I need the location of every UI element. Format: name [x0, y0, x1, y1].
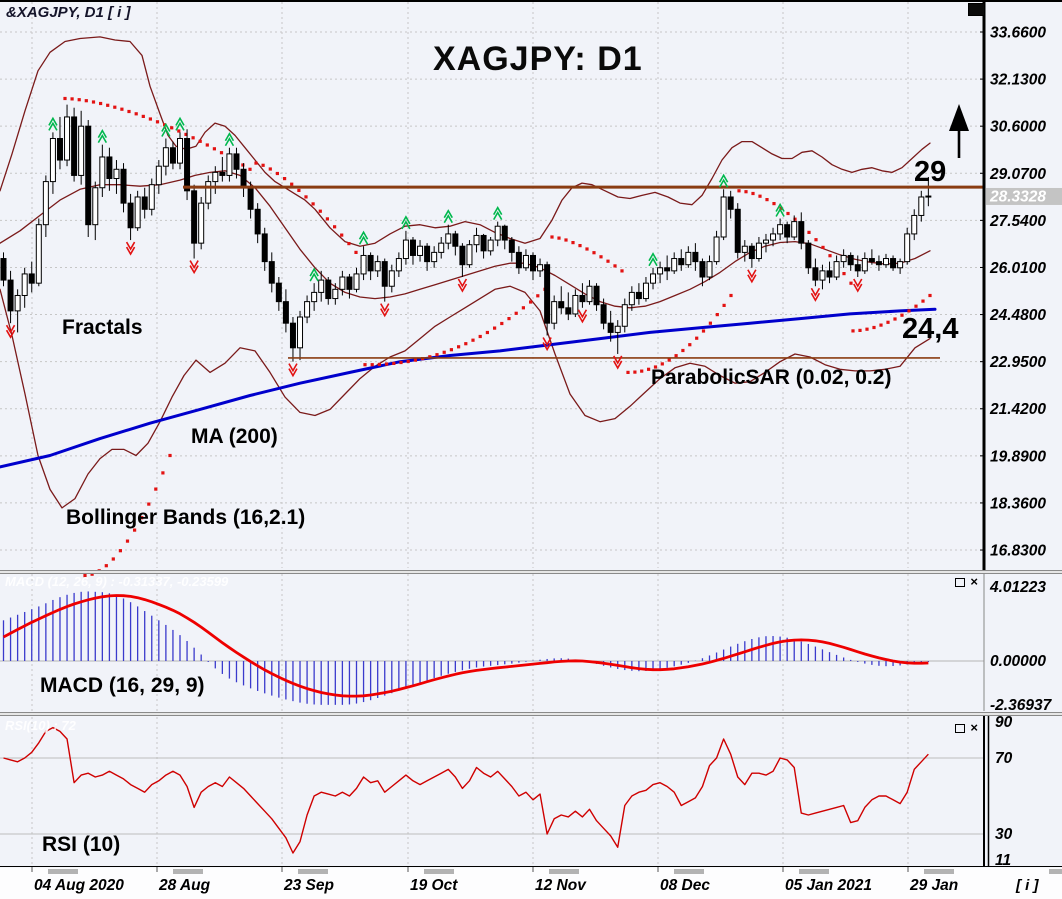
rsi-close-icon[interactable]: ×: [970, 720, 978, 735]
svg-text:4.01223: 4.01223: [989, 579, 1046, 596]
svg-text:70: 70: [995, 750, 1013, 767]
svg-text:11: 11: [995, 852, 1011, 869]
svg-text:18.3600: 18.3600: [990, 495, 1046, 512]
svg-text:0.00000: 0.00000: [990, 653, 1046, 670]
svg-text:22.9500: 22.9500: [989, 354, 1046, 371]
svg-text:24.4800: 24.4800: [989, 307, 1046, 324]
svg-text:90: 90: [995, 714, 1013, 731]
svg-text:16.8300: 16.8300: [990, 543, 1046, 560]
svg-text:33.6600: 33.6600: [990, 25, 1046, 42]
svg-text:29.0700: 29.0700: [989, 166, 1046, 183]
svg-text:21.4200: 21.4200: [989, 401, 1046, 418]
info-link[interactable]: [ i ]: [1016, 877, 1039, 894]
chart-window-button[interactable]: [968, 3, 985, 16]
rsi-panel-buttons: ×: [948, 720, 978, 735]
svg-text:29 Jan: 29 Jan: [909, 877, 958, 894]
svg-text:-2.36937: -2.36937: [990, 697, 1053, 714]
svg-text:04 Aug 2020: 04 Aug 2020: [34, 877, 124, 894]
macd-restore-icon[interactable]: [955, 577, 966, 587]
svg-text:27.5400: 27.5400: [989, 213, 1046, 230]
svg-text:32.1300: 32.1300: [990, 72, 1046, 89]
svg-text:30: 30: [995, 826, 1013, 843]
svg-text:19.8900: 19.8900: [990, 448, 1046, 465]
svg-text:30.6000: 30.6000: [990, 119, 1046, 136]
macd-panel-buttons: ×: [948, 574, 978, 589]
svg-text:28.3328: 28.3328: [989, 188, 1046, 205]
svg-text:26.0100: 26.0100: [989, 260, 1046, 277]
svg-text:19 Oct: 19 Oct: [410, 877, 458, 894]
svg-text:23 Sep: 23 Sep: [283, 877, 334, 894]
macd-close-icon[interactable]: ×: [970, 574, 978, 589]
svg-text:28 Aug: 28 Aug: [158, 877, 211, 894]
svg-text:05 Jan 2021: 05 Jan 2021: [785, 877, 872, 894]
svg-text:08 Dec: 08 Dec: [660, 877, 710, 894]
svg-text:12 Nov: 12 Nov: [535, 877, 587, 894]
rsi-restore-icon[interactable]: [955, 723, 966, 733]
